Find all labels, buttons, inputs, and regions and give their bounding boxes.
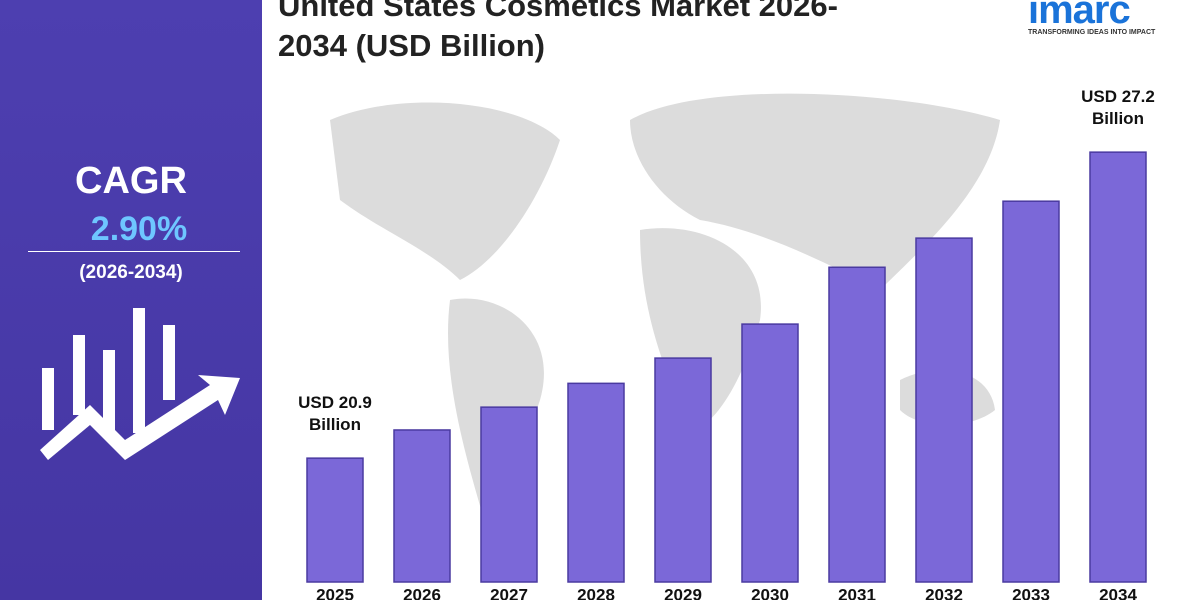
x-tick-label: 2032: [925, 585, 963, 600]
x-tick-label: 2028: [577, 585, 615, 600]
world-map: [330, 93, 1000, 540]
bar: [654, 357, 712, 583]
chart-title: United States Cosmetics Market 2026-2034…: [278, 0, 838, 63]
cagr-rate: 2.90%: [90, 210, 188, 248]
bar: [567, 382, 625, 583]
growth-icon: [40, 308, 240, 460]
x-tick-label: 2031: [838, 585, 876, 600]
value-label: USD 27.2 Billion: [1081, 87, 1155, 129]
sidebar: CAGR 2.90% (2026-2034): [0, 0, 262, 600]
x-tick-label: 2029: [664, 585, 702, 600]
cagr-label: CAGR: [75, 160, 187, 202]
logo-tagline: TRANSFORMING IDEAS INTO IMPACT: [1028, 29, 1156, 36]
x-tick-label: 2025: [316, 585, 354, 600]
bar: [393, 429, 451, 583]
bar: [1002, 200, 1060, 583]
cagr-period: (2026-2034): [79, 262, 183, 283]
divider: [28, 251, 240, 252]
bar: [480, 406, 538, 583]
x-tick-label: 2034: [1099, 585, 1137, 600]
value-label: USD 20.9 Billion: [298, 393, 372, 435]
bar: [306, 457, 364, 583]
x-tick-label: 2030: [751, 585, 789, 600]
x-tick-label: 2027: [490, 585, 528, 600]
bar: [1089, 151, 1147, 583]
logo-name: imarc: [1028, 0, 1131, 32]
x-tick-label: 2033: [1012, 585, 1050, 600]
bar: [741, 323, 799, 583]
bar: [828, 266, 886, 583]
bar: [915, 237, 973, 583]
x-tick-label: 2026: [403, 585, 441, 600]
